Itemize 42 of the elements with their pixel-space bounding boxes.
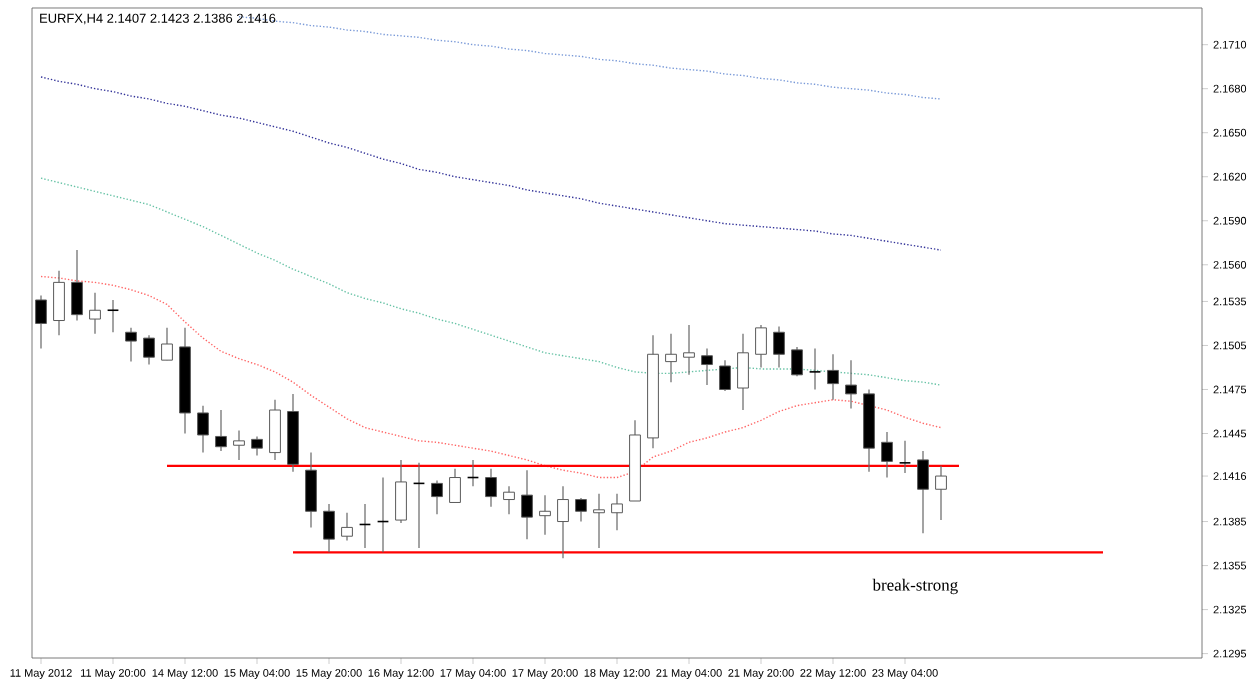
- candlestick: [305, 451, 317, 529]
- candlestick: [791, 346, 803, 377]
- annotation: break-strong: [872, 578, 958, 595]
- candlestick: [808, 347, 822, 391]
- candlestick: [395, 459, 407, 524]
- candlestick: [215, 409, 227, 452]
- candlestick: [197, 405, 209, 454]
- candlestick: [575, 497, 587, 523]
- candlestick: [503, 485, 515, 515]
- candlestick: [143, 334, 155, 366]
- candlestick: [125, 327, 137, 363]
- candlestick: [233, 429, 245, 461]
- candlestick: [341, 512, 353, 542]
- candlestick: [917, 450, 929, 534]
- candlestick: [593, 493, 605, 549]
- candlestick: [557, 485, 569, 559]
- candlestick: [755, 324, 767, 369]
- candlestick: [827, 353, 839, 401]
- candlestick: [539, 494, 551, 536]
- candlestick: [71, 249, 83, 322]
- candlestick: [665, 333, 677, 383]
- candlestick: [611, 493, 623, 531]
- candlestick: [431, 479, 443, 515]
- candlestick: [251, 435, 263, 457]
- candlestick: [53, 270, 65, 336]
- candlestick: [935, 465, 947, 521]
- candlestick: [737, 333, 749, 411]
- candlestick: [323, 503, 335, 553]
- candlestick: [161, 327, 173, 361]
- candlestick: [106, 299, 120, 333]
- candlestick: [89, 292, 101, 335]
- candlestick: [845, 359, 857, 410]
- candlestick: [719, 359, 731, 392]
- candlestick: [521, 469, 533, 540]
- candlestick: [485, 468, 497, 508]
- candlestick: [683, 324, 695, 376]
- candlestick: [898, 440, 912, 474]
- candlestick: [701, 347, 713, 386]
- candlestick: [269, 399, 281, 461]
- candlestick: [773, 325, 785, 369]
- candlestick: [449, 468, 461, 504]
- candlestick: [881, 431, 893, 479]
